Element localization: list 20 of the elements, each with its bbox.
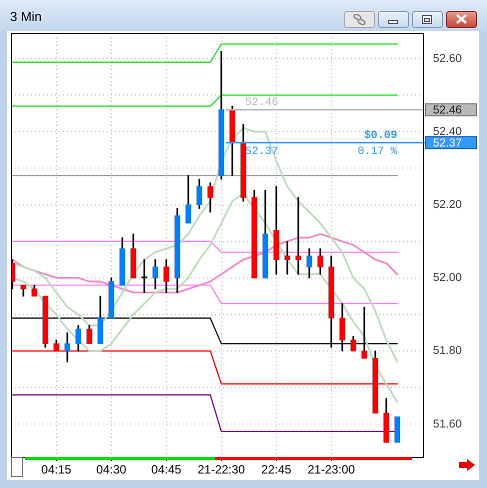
ref-line-label: 52.37 bbox=[433, 137, 462, 150]
x-tick-label: 04:15 bbox=[41, 462, 72, 477]
y-tick-label: 52.20 bbox=[433, 198, 462, 211]
annotation: 52.46 bbox=[245, 97, 278, 110]
chart-title: 3 Min bbox=[10, 9, 42, 24]
ref-line-label: 52.46 bbox=[433, 104, 462, 116]
annotation: $0.09 bbox=[364, 128, 398, 142]
y-tick-label: 51.60 bbox=[433, 418, 462, 430]
x-tick-label: 04:45 bbox=[151, 462, 182, 477]
candlestick bbox=[394, 416, 400, 443]
x-tick-label: 21-22:30 bbox=[198, 462, 246, 477]
annotation: 0.17 % bbox=[358, 146, 398, 158]
y-tick-label: 52.40 bbox=[433, 126, 462, 138]
y-tick-label: 52.60 bbox=[433, 52, 462, 65]
x-tick-label: 04:30 bbox=[96, 462, 127, 477]
y-tick-label: 51.80 bbox=[433, 345, 462, 358]
annotation: 52.37 bbox=[245, 146, 278, 158]
y-tick-label: 52.00 bbox=[433, 272, 462, 284]
x-tick-label: 21-23:00 bbox=[308, 462, 356, 477]
x-tick-label: 22:45 bbox=[261, 462, 292, 477]
